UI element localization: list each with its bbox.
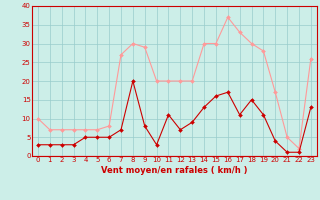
X-axis label: Vent moyen/en rafales ( km/h ): Vent moyen/en rafales ( km/h ) (101, 166, 248, 175)
